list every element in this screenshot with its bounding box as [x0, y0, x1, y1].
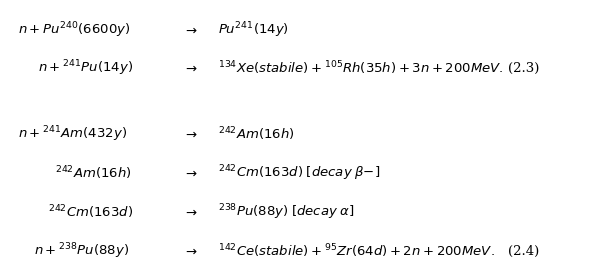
Text: $\rightarrow$: $\rightarrow$	[183, 128, 198, 141]
Text: $^{142}Ce(stabile)+^{95}Zr(64d)+2n+200MeV.$: $^{142}Ce(stabile)+^{95}Zr(64d)+2n+200Me…	[218, 243, 494, 260]
Text: $^{242}Am(16h)$: $^{242}Am(16h)$	[55, 165, 132, 182]
Text: $n+^{241}Pu(14y)$: $n+^{241}Pu(14y)$	[38, 59, 133, 78]
Text: $\rightarrow$: $\rightarrow$	[183, 62, 198, 75]
Text: $\rightarrow$: $\rightarrow$	[183, 205, 198, 218]
Text: $^{134}Xe(stabile)+^{105}Rh(35h)+3n+200MeV.$: $^{134}Xe(stabile)+^{105}Rh(35h)+3n+200M…	[218, 60, 503, 77]
Text: $\rightarrow$: $\rightarrow$	[183, 245, 198, 258]
Text: $\rightarrow$: $\rightarrow$	[183, 24, 198, 37]
Text: $\rightarrow$: $\rightarrow$	[183, 167, 198, 180]
Text: $Pu^{241}(14y)$: $Pu^{241}(14y)$	[218, 20, 288, 40]
Text: $n+^{238}Pu(88y)$: $n+^{238}Pu(88y)$	[34, 242, 129, 261]
Text: $n+^{241}Am(432y)$: $n+^{241}Am(432y)$	[18, 124, 127, 144]
Text: $^{242}Am(16h)$: $^{242}Am(16h)$	[218, 125, 294, 143]
Text: $^{242}Cm(163d)\;[decay\;\beta{-}]$: $^{242}Cm(163d)\;[decay\;\beta{-}]$	[218, 164, 380, 184]
Text: (2.3): (2.3)	[508, 62, 539, 75]
Text: (2.4): (2.4)	[508, 245, 539, 258]
Text: $^{238}Pu(88y)\;[decay\;\alpha]$: $^{238}Pu(88y)\;[decay\;\alpha]$	[218, 202, 354, 222]
Text: $n+Pu^{240}(6600y)$: $n+Pu^{240}(6600y)$	[18, 20, 130, 40]
Text: $^{242}Cm(163d)$: $^{242}Cm(163d)$	[48, 203, 133, 221]
